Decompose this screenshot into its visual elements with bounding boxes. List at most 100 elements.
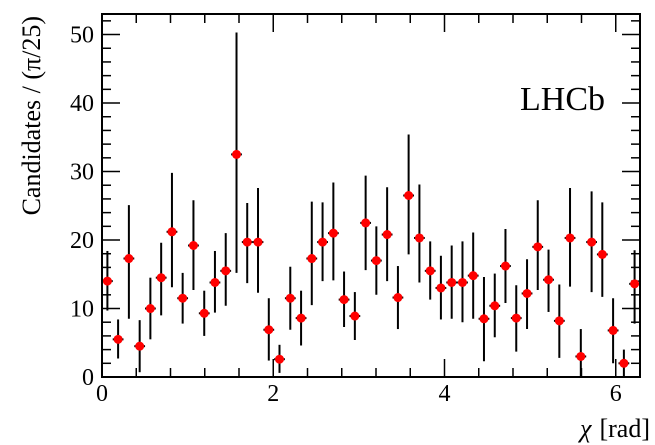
data-point [166,172,178,288]
data-point [327,182,339,281]
data-marker [253,237,263,247]
data-point [564,187,576,287]
data-point [370,226,382,295]
data-point [575,329,587,377]
y-tick-label: 50 [70,23,94,49]
data-point [349,292,361,341]
data-marker [404,191,414,200]
data-point [231,32,242,273]
data-point [489,273,501,338]
data-marker [199,308,209,318]
data-point [618,349,630,377]
data-marker [318,237,328,247]
data-point [123,205,135,319]
data-marker [382,230,392,240]
data-point [521,259,533,330]
data-point [144,277,156,340]
data-point [241,203,253,284]
x-tick-label: 6 [610,381,622,407]
y-tick-label: 20 [70,228,94,254]
tick-labels: 0 10 20 30 40 50 0 2 4 6 [70,23,622,407]
data-point [252,187,264,293]
data-point [177,272,189,324]
data-marker [242,237,252,247]
data-marker [490,301,500,311]
data-marker [264,325,274,335]
data-marker [468,271,478,281]
data-point [607,298,619,364]
data-point [317,202,328,282]
data-marker [361,218,371,228]
data-marker [178,293,188,303]
data-marker [328,228,338,238]
data-point [209,250,221,313]
data-point [284,266,296,330]
data-marker [145,304,155,314]
x-axis-unit: [rad] [599,414,650,443]
y-axis-label: Candidates / (π/25) [17,16,46,215]
data-point [414,184,425,283]
data-marker [554,316,564,326]
data-point [306,201,318,306]
data-point [155,242,167,316]
x-tick-label: 4 [439,381,451,407]
y-tick-label: 40 [70,91,94,117]
x-axis-label: χ [rad] [577,414,650,443]
data-point [629,250,640,324]
data-marker [576,351,586,361]
data-point [102,250,113,311]
data-marker [221,266,231,276]
data-marker [124,254,134,264]
data-marker [522,288,532,298]
data-point [403,134,415,255]
data-marker [479,314,489,324]
data-marker [102,276,112,286]
data-point [360,175,372,271]
data-point [467,232,479,319]
data-point [586,191,597,293]
data-point [198,290,210,336]
data-point [392,266,404,330]
data-marker [339,295,349,305]
data-marker [565,233,575,243]
data-marker [608,325,618,335]
data-point [381,187,393,282]
data-point [596,202,608,297]
data-marker [393,293,403,303]
data-marker [275,354,285,364]
data-marker [232,149,242,159]
data-point [435,255,447,320]
data-point [424,241,436,300]
data-marker [188,240,198,250]
data-marker [457,277,467,287]
data-marker [156,273,166,283]
data-point [295,290,307,346]
data-point [188,200,199,291]
x-tick-label: 2 [267,381,279,407]
data-marker [511,313,521,323]
data-marker [500,261,510,271]
data-points [102,32,640,377]
data-point [532,200,544,291]
data-marker [135,341,145,351]
data-marker [619,358,629,368]
data-marker [167,227,177,237]
experiment-label: LHCb [520,81,605,118]
data-point [543,249,554,312]
data-point [134,320,146,373]
data-marker [587,237,597,247]
data-point [220,233,232,306]
data-point [263,298,275,361]
data-point [553,284,565,358]
data-marker [630,279,640,289]
data-marker [113,334,123,344]
data-point [338,271,350,328]
data-marker [296,313,306,323]
data-point [274,344,285,373]
data-marker [447,277,457,287]
data-marker [533,242,543,252]
data-marker [414,233,424,243]
y-tick-label: 30 [70,160,94,186]
plot-frame [101,13,641,378]
